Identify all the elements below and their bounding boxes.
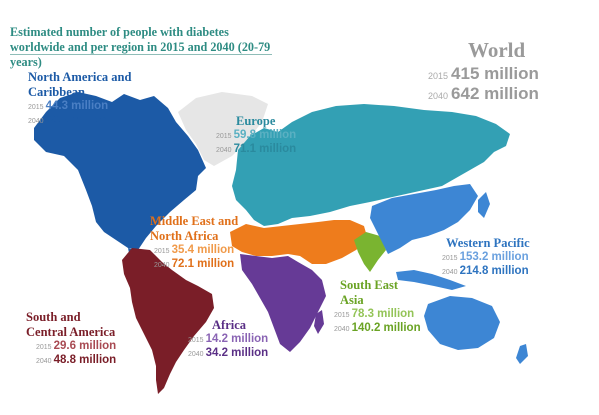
south-central-america-name-1: South and [26,310,81,324]
north-america-2015-value: 44.3 million [45,100,109,112]
label-south-east-asia: South East Asia 2015 78.3 million 2040 140… [334,278,421,336]
western-pacific-2015-value: 153.2 million [459,251,529,263]
africa-2040-year: 2040 [188,351,204,358]
label-mena: Middle East and North Africa 2015 35.4 mi… [150,214,238,272]
world-2015-row: 2015 415 million [428,64,539,84]
south-central-america-2040-value: 48.8 million [53,354,117,366]
map-title: Estimated number of people with diabetes… [10,25,271,69]
new-zealand-shape [516,344,528,364]
region-africa [240,254,326,352]
greenland-shape [178,92,268,166]
region-western-pacific [370,184,478,254]
north-america-2040-year: 2040 [28,118,44,125]
label-europe: Europe 2015 59.8 million 2040 71.1 million [216,114,296,157]
label-north-america: North America and Caribbean 2015 44.3 mil… [28,70,131,128]
western-pacific-2015-year: 2015 [442,255,458,262]
mena-name-2: North Africa [150,229,219,243]
south-east-asia-name-1: South East [340,278,399,292]
north-america-name-1: North America and [28,70,132,84]
mena-2040-year: 2040 [154,262,170,269]
south-central-america-name-2: Central America [26,325,116,339]
world-2040-year: 2040 [428,91,449,101]
western-pacific-2040-value: 214.8 million [459,265,529,277]
europe-2015-year: 2015 [216,133,232,140]
region-north-america [34,92,206,250]
mena-name-1: Middle East and [150,214,239,228]
label-western-pacific: Western Pacific 2015 153.2 million 2040 21… [442,236,530,279]
world-2015-value: 415 million [451,64,539,83]
world-2040-value: 642 million [451,84,539,103]
label-africa: Africa 2015 14.2 million 2040 34.2 million [188,318,268,361]
western-pacific-2040-year: 2040 [442,269,458,276]
japan-shape [478,192,490,218]
world-2015-year: 2015 [428,71,449,81]
south-central-america-2040-year: 2040 [36,358,52,365]
europe-name: Europe [236,114,276,128]
africa-2040-value: 34.2 million [205,347,269,359]
south-east-asia-2015-year: 2015 [334,312,350,319]
europe-2040-value: 71.1 million [233,143,297,155]
north-america-2040-value: 60.5 million [45,114,109,126]
world-2040-row: 2040 642 million [428,84,539,104]
africa-2015-value: 14.2 million [205,333,269,345]
south-east-asia-2040-year: 2040 [334,326,350,333]
region-south-east-asia [354,232,386,272]
south-central-america-2015-year: 2015 [36,344,52,351]
south-east-asia-2015-value: 78.3 million [351,308,415,320]
south-east-asia-name-2: Asia [340,293,364,307]
region-mena [230,220,368,264]
madagascar-shape [314,310,324,334]
mena-2015-value: 35.4 million [171,244,235,256]
region-europe [232,104,510,226]
europe-2040-year: 2040 [216,147,232,154]
mena-2040-value: 72.1 million [171,258,235,270]
north-america-2015-year: 2015 [28,104,44,111]
western-pacific-name: Western Pacific [446,236,530,250]
south-central-america-2015-value: 29.6 million [53,340,117,352]
africa-2015-year: 2015 [188,337,204,344]
africa-name: Africa [212,318,247,332]
australia-shape [424,296,500,350]
south-east-asia-2040-value: 140.2 million [351,322,421,334]
region-south-central-america [122,248,214,394]
mena-2015-year: 2015 [154,248,170,255]
title-divider [10,54,272,55]
north-america-name-2: Caribbean [28,85,85,99]
world-label: World [468,38,526,62]
europe-2015-value: 59.8 million [233,129,297,141]
indonesia-shape [396,270,466,290]
label-south-central-america: South and Central America 2015 29.6 milli… [26,310,116,368]
